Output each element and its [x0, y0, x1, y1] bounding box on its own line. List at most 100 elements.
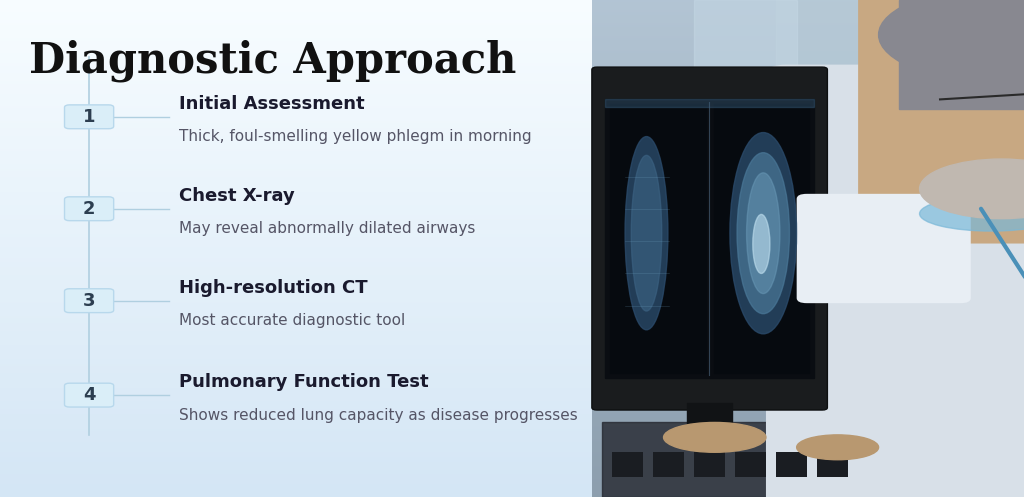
- Bar: [592, 10, 1024, 11]
- Bar: [592, 38, 1024, 40]
- Bar: [0, 464, 592, 466]
- Bar: [0, 35, 592, 36]
- Bar: [592, 354, 1024, 356]
- Bar: [592, 341, 1024, 343]
- Bar: [592, 492, 1024, 494]
- Bar: [605, 99, 814, 107]
- Bar: [592, 106, 1024, 108]
- Text: 3: 3: [83, 292, 95, 310]
- Bar: [0, 156, 592, 158]
- Bar: [0, 293, 592, 295]
- Bar: [592, 389, 1024, 391]
- Bar: [592, 124, 1024, 126]
- Bar: [0, 71, 592, 73]
- Bar: [0, 21, 592, 23]
- Bar: [0, 253, 592, 255]
- Bar: [0, 447, 592, 449]
- Bar: [0, 65, 592, 66]
- Bar: [592, 194, 1024, 195]
- Bar: [592, 409, 1024, 411]
- Bar: [899, 0, 1024, 109]
- Bar: [592, 174, 1024, 175]
- Bar: [592, 200, 1024, 202]
- Bar: [0, 58, 592, 60]
- Bar: [0, 75, 592, 76]
- Bar: [0, 104, 592, 106]
- Bar: [592, 23, 1024, 25]
- Bar: [0, 462, 592, 464]
- Bar: [0, 30, 592, 31]
- Bar: [0, 184, 592, 185]
- Bar: [592, 308, 1024, 310]
- Bar: [592, 184, 1024, 185]
- Bar: [0, 374, 592, 376]
- Text: Pulmonary Function Test: Pulmonary Function Test: [179, 373, 429, 391]
- Bar: [592, 330, 1024, 331]
- Bar: [592, 449, 1024, 451]
- Bar: [0, 267, 592, 268]
- Bar: [0, 83, 592, 84]
- Bar: [592, 40, 1024, 41]
- Bar: [0, 364, 592, 366]
- Bar: [592, 371, 1024, 373]
- Bar: [592, 280, 1024, 282]
- Bar: [0, 404, 592, 406]
- Bar: [592, 416, 1024, 417]
- Bar: [0, 113, 592, 114]
- Bar: [592, 459, 1024, 461]
- Bar: [0, 91, 592, 93]
- Bar: [0, 378, 592, 379]
- Text: Thick, foul-smelling yellow phlegm in morning: Thick, foul-smelling yellow phlegm in mo…: [179, 129, 531, 144]
- Bar: [592, 129, 1024, 131]
- Bar: [592, 419, 1024, 421]
- Bar: [0, 482, 592, 484]
- Bar: [0, 23, 592, 25]
- Bar: [592, 444, 1024, 446]
- Bar: [592, 76, 1024, 78]
- Bar: [592, 315, 1024, 317]
- Bar: [592, 270, 1024, 272]
- Bar: [0, 68, 592, 70]
- Bar: [0, 84, 592, 86]
- Bar: [592, 456, 1024, 457]
- Bar: [592, 454, 1024, 456]
- Bar: [592, 51, 1024, 53]
- Bar: [0, 401, 592, 403]
- Bar: [592, 267, 1024, 268]
- Bar: [0, 204, 592, 205]
- Bar: [592, 65, 1024, 66]
- Bar: [0, 194, 592, 195]
- Bar: [592, 376, 1024, 378]
- Bar: [0, 295, 592, 297]
- Bar: [592, 134, 1024, 136]
- Bar: [592, 91, 1024, 93]
- Bar: [694, 0, 797, 273]
- Bar: [0, 280, 592, 282]
- Bar: [592, 265, 1024, 267]
- Bar: [0, 327, 592, 328]
- Bar: [0, 114, 592, 116]
- Bar: [0, 244, 592, 245]
- Bar: [592, 50, 1024, 51]
- Bar: [592, 439, 1024, 441]
- Bar: [592, 43, 1024, 45]
- Bar: [0, 131, 592, 133]
- Bar: [592, 334, 1024, 336]
- Bar: [0, 170, 592, 172]
- Bar: [592, 273, 1024, 275]
- Bar: [592, 427, 1024, 429]
- Bar: [0, 215, 592, 217]
- Bar: [592, 138, 1024, 139]
- Bar: [592, 331, 1024, 333]
- Bar: [592, 109, 1024, 111]
- Bar: [592, 253, 1024, 255]
- Bar: [592, 136, 1024, 138]
- Text: Diagnostic Approach: Diagnostic Approach: [29, 40, 516, 83]
- Bar: [0, 66, 592, 68]
- Bar: [592, 466, 1024, 467]
- Bar: [0, 134, 592, 136]
- Bar: [0, 43, 592, 45]
- Bar: [0, 38, 592, 40]
- Bar: [0, 333, 592, 334]
- Bar: [0, 46, 592, 48]
